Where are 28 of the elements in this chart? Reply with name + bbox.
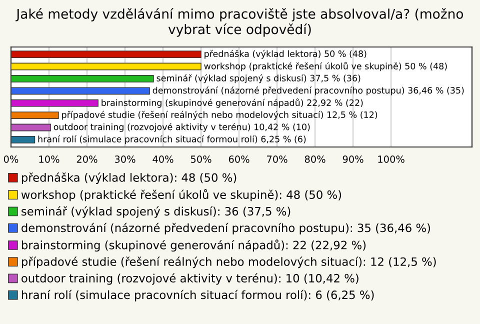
legend-label: brainstorming (skupinové generování nápadů): 22 (22,92 %) [22, 240, 366, 252]
x-tick-label: 70% [267, 156, 288, 163]
x-tick-label: 40% [152, 156, 174, 163]
category-label: seminář (výklad spojený s diskusí) 37,5 % (36) [156, 74, 360, 84]
x-tick-label: 90% [342, 156, 364, 163]
legend-label: outdoor training (rozvojové aktivity v terénu): 10 (10,42 %) [22, 273, 358, 285]
category-label: outdoor training (rozvojové aktivity v terénu) 10,42 % (10) [54, 123, 310, 132]
chart-title: Jaké metody vzdělávání mimo pracoviště jste absolvoval/a? (možno vybrat více odpovědí) [16, 8, 464, 37]
category-label: hraní rolí (simulace pracovních situací formou rolí) 6,25 % (6) [38, 135, 306, 144]
x-tick-label: 30% [114, 156, 136, 163]
x-tick-label: 50% [190, 156, 212, 163]
legend-label: případové studie (řešení reálných nebo modelových situací): 12 (12,5 %) [22, 256, 436, 268]
legend-label: přednáška (výklad lektora): 48 (50 %) [22, 172, 236, 184]
x-tick-label: 60% [228, 156, 250, 163]
category-label: demonstrování (názorné předvedení pracovního postupu) 36,46 % (35) [152, 86, 464, 96]
legend-label: seminář (výklad spojený s diskusí): 36 (37,5 %) [22, 206, 290, 218]
x-tick-label: 10% [39, 156, 60, 163]
x-tick-label: 100% [378, 156, 404, 163]
x-tick-label: 20% [76, 156, 98, 163]
x-tick-label: 0% [4, 156, 18, 163]
legend-label: hraní rolí (simulace pracovních situací formou rolí): 6 (6,25 %) [22, 290, 374, 302]
category-label: případové studie (řešení reálných nebo modelových situací) 12,5 % (12) [62, 110, 378, 120]
category-label: přednáška (výklad lektora) 50 % (48) [204, 50, 366, 59]
category-label: workshop (praktické řešení úkolů ve skupině) 50 % (48) [204, 62, 447, 72]
category-label: brainstorming (skupinové generování nápadů) 22,92 % (22) [102, 98, 363, 108]
legend-label: workshop (praktické řešení úkolů ve skupině): 48 (50 %) [21, 189, 342, 202]
legend-label: demonstrování (názorné předvedení pracovního postupu): 35 (36,46 %) [22, 222, 430, 234]
x-tick-label: 80% [304, 156, 326, 163]
